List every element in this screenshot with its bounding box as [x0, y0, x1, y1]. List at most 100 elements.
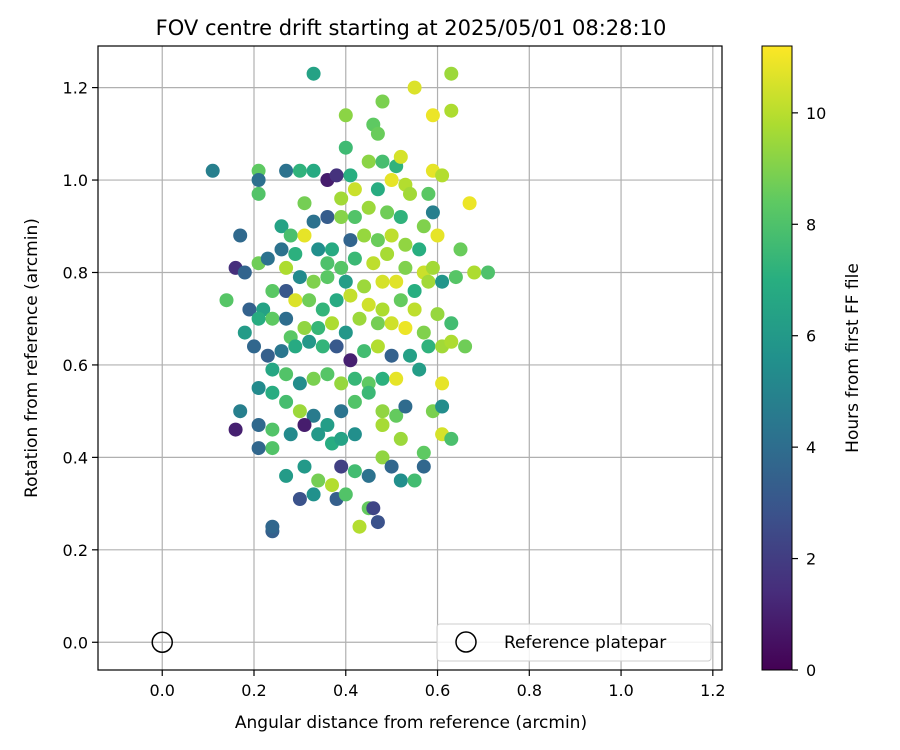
data-point	[347, 210, 362, 224]
data-point	[338, 487, 353, 502]
data-point	[297, 228, 312, 243]
data-point	[416, 219, 431, 234]
data-point	[462, 196, 477, 211]
data-point	[403, 186, 417, 201]
data-point	[237, 265, 252, 280]
data-point	[288, 247, 303, 261]
data-point	[421, 339, 436, 354]
data-point	[343, 168, 358, 183]
colorbar-tick-label: 0	[806, 661, 816, 680]
data-point	[338, 325, 353, 340]
data-point	[334, 431, 349, 446]
data-point	[361, 385, 376, 400]
y-tick-label: 0.0	[63, 633, 88, 652]
y-axis-label: Rotation from reference (arcmin)	[22, 218, 42, 498]
data-point	[274, 242, 289, 257]
data-point	[260, 348, 275, 363]
data-point	[347, 182, 362, 197]
data-point	[389, 408, 404, 423]
data-point	[311, 321, 326, 335]
data-point	[237, 325, 252, 340]
data-point	[467, 265, 482, 280]
data-point	[343, 233, 358, 248]
data-point	[416, 325, 431, 340]
data-point	[279, 311, 294, 326]
data-point	[384, 316, 399, 331]
y-tick-label: 1.2	[63, 79, 88, 98]
data-point	[375, 94, 390, 109]
x-axis-label: Angular distance from reference (arcmin)	[235, 713, 587, 733]
legend: Reference platepar	[436, 623, 712, 662]
data-point	[311, 473, 326, 488]
data-point	[343, 353, 358, 368]
data-point	[338, 274, 353, 289]
data-point	[265, 385, 280, 400]
data-point	[384, 173, 399, 187]
data-point	[458, 339, 473, 354]
data-point	[444, 334, 459, 349]
data-point	[384, 348, 399, 363]
data-point	[306, 487, 321, 502]
data-point	[375, 450, 390, 465]
chart-title: FOV centre drift starting at 2025/05/01 …	[156, 16, 667, 40]
data-point	[453, 242, 468, 257]
y-axis-ticks: 0.0 0.2 0.4 0.6 0.8 1.0 1.2	[63, 79, 98, 652]
data-point	[407, 302, 422, 317]
data-point	[302, 334, 317, 349]
legend-reference-marker	[455, 631, 477, 653]
data-point	[407, 473, 422, 488]
data-point	[421, 186, 436, 201]
y-tick-label: 0.4	[63, 448, 88, 467]
data-point	[315, 302, 330, 317]
data-point	[380, 205, 395, 220]
data-point	[435, 376, 450, 391]
data-point	[302, 293, 317, 308]
data-point	[251, 173, 266, 187]
data-point	[251, 311, 266, 326]
data-point	[279, 394, 294, 409]
data-point	[347, 251, 362, 266]
data-point	[306, 163, 321, 178]
data-point	[334, 404, 349, 419]
data-point	[325, 242, 339, 257]
x-tick-label: 0.0	[150, 681, 175, 700]
data-point	[265, 422, 280, 437]
data-point	[260, 251, 275, 266]
data-point	[279, 284, 294, 298]
data-point	[370, 339, 385, 354]
data-point	[357, 344, 372, 359]
data-point	[403, 348, 417, 363]
data-point	[407, 284, 422, 298]
data-point	[251, 441, 266, 456]
x-tick-label: 1.2	[700, 681, 725, 700]
data-point	[292, 270, 307, 285]
data-point	[398, 260, 413, 275]
data-point	[393, 473, 408, 488]
x-tick-label: 0.2	[241, 681, 266, 700]
data-point	[283, 427, 298, 442]
data-point	[311, 427, 326, 442]
data-point	[334, 191, 349, 206]
data-point	[320, 256, 335, 271]
data-point	[283, 228, 298, 243]
data-point	[265, 284, 280, 298]
legend-label: Reference platepar	[504, 633, 666, 653]
y-tick-label: 0.6	[63, 356, 88, 375]
data-point	[320, 270, 335, 285]
data-point	[444, 66, 459, 81]
data-point	[228, 422, 243, 437]
x-tick-label: 0.6	[425, 681, 450, 700]
data-point	[251, 418, 266, 432]
data-point	[416, 459, 431, 474]
data-point	[279, 260, 294, 275]
data-point	[398, 399, 413, 414]
data-point	[416, 445, 431, 460]
data-point	[265, 519, 280, 534]
data-point	[334, 260, 349, 275]
data-point	[297, 418, 312, 432]
colorbar-tick-label: 2	[806, 550, 816, 569]
data-point	[389, 274, 404, 289]
data-point	[205, 163, 220, 178]
data-point	[435, 399, 450, 414]
